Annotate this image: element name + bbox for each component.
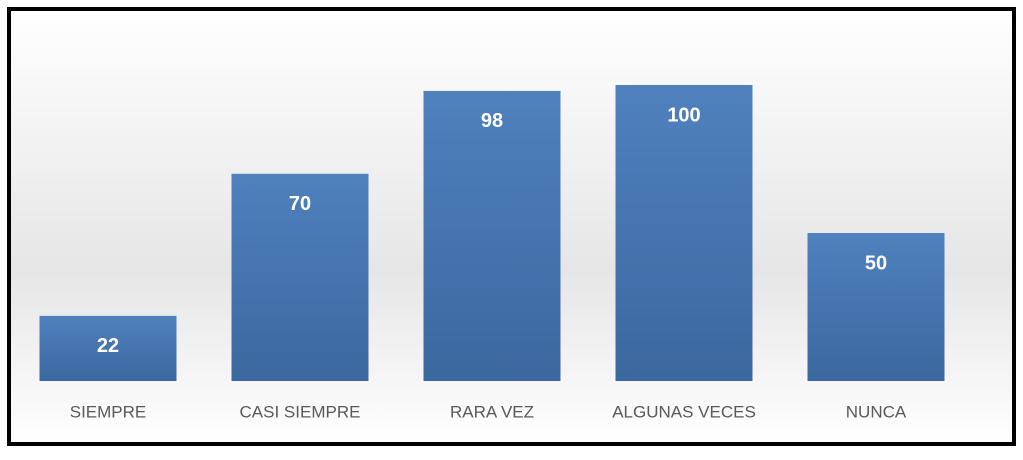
x-tick-label: RARA VEZ bbox=[450, 402, 534, 421]
data-label: 98 bbox=[481, 110, 503, 132]
bar bbox=[423, 90, 561, 382]
data-label: 22 bbox=[97, 335, 119, 357]
x-tick-label: ALGUNAS VECES bbox=[612, 402, 756, 421]
x-tick-label: CASI SIEMPRE bbox=[240, 402, 361, 421]
data-label: 70 bbox=[289, 193, 311, 215]
bar bbox=[231, 173, 369, 381]
data-label: 100 bbox=[667, 104, 700, 126]
bar bbox=[807, 233, 945, 381]
x-tick-label: NUNCA bbox=[846, 402, 907, 421]
bar bbox=[615, 85, 753, 381]
x-tick-label: SIEMPRE bbox=[70, 402, 147, 421]
data-label: 50 bbox=[865, 252, 887, 274]
bar bbox=[39, 315, 177, 381]
